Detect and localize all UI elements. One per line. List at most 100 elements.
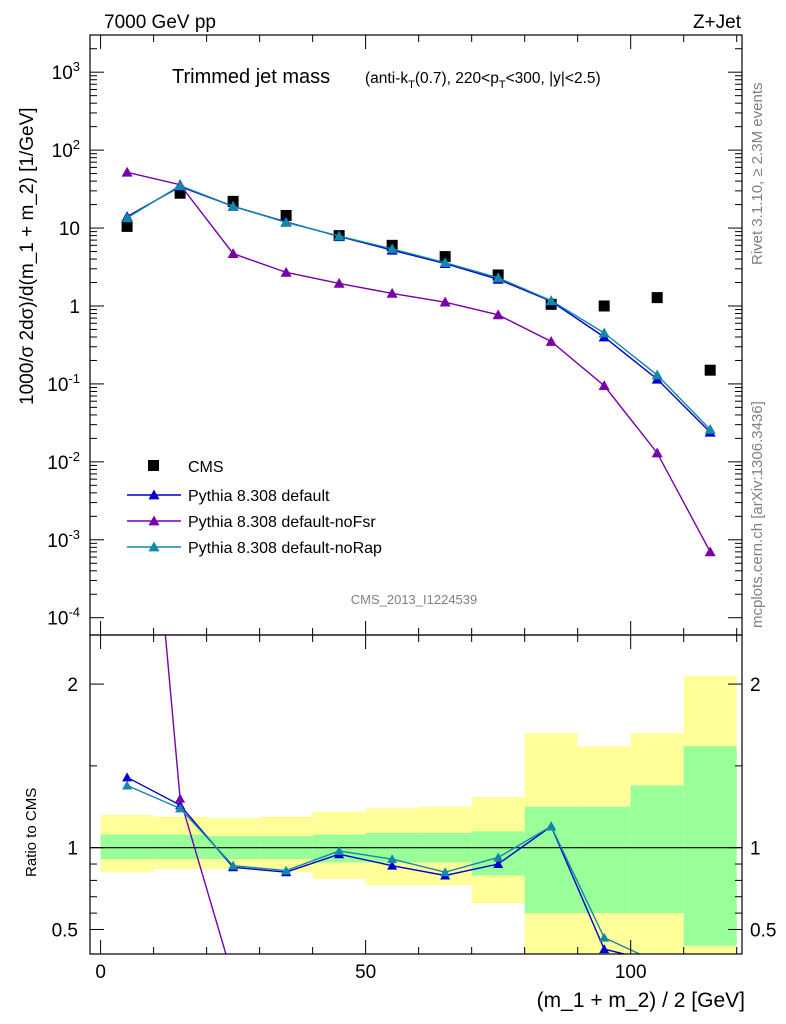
data-point-mc <box>280 266 292 277</box>
main-series <box>121 166 716 557</box>
y-tick-label: 10-2 <box>47 449 80 474</box>
ratio-point <box>281 865 292 875</box>
data-point-mc <box>439 296 451 307</box>
y-axis-label: 1000/σ 2dσ)/d(m_1 + m_2) [1/GeV] <box>17 107 38 405</box>
ratio-point <box>652 974 662 983</box>
ratio-axis-label: Ratio to CMS <box>23 788 40 877</box>
mcplots-label: mcplots.cern.ch [arXiv:1306.3436] <box>749 401 766 628</box>
ratio-band-inner <box>100 834 154 860</box>
ratio-tick-label-left: 2 <box>67 675 78 696</box>
data-point-mc <box>121 212 133 223</box>
data-point-cms <box>651 292 663 304</box>
header-right-label: Z+Jet <box>693 12 742 33</box>
data-point-cms <box>598 300 610 312</box>
ratio-line <box>126 784 642 954</box>
data-point-mc <box>651 369 663 380</box>
legend-marker <box>148 541 160 552</box>
ratio-point <box>228 860 239 870</box>
data-point-mc <box>227 248 239 259</box>
ratio-point <box>493 852 504 862</box>
data-point-mc <box>545 295 557 306</box>
ratio-point <box>546 821 557 831</box>
data-point-mc <box>492 272 504 283</box>
legend-label: Pythia 8.308 default-noFsr <box>188 514 376 531</box>
ratio-point <box>599 932 610 942</box>
x-tick-label: 100 <box>615 962 647 983</box>
x-tick-label: 50 <box>355 962 376 983</box>
data-point-mc <box>121 166 133 177</box>
data-point-mc <box>386 243 398 254</box>
data-point-cms <box>280 209 292 221</box>
ratio-point <box>122 780 133 790</box>
ratio-point <box>387 854 398 864</box>
data-point-mc <box>704 546 716 557</box>
ratio-point <box>122 772 133 782</box>
header-left-label: 7000 GeV pp <box>104 12 216 33</box>
data-point-cms <box>439 251 451 263</box>
ratio-point <box>387 974 397 983</box>
ratio-uncertainty-bands <box>90 675 742 954</box>
y-tick-label: 10-4 <box>47 605 80 630</box>
ratio-point <box>440 867 451 877</box>
y-tick-label: 103 <box>52 59 80 84</box>
data-point-mc <box>174 180 186 191</box>
data-point-mc <box>333 230 345 241</box>
ratio-tick-label-left: 1 <box>67 839 78 860</box>
ratio-point <box>175 803 186 813</box>
data-point-cms <box>121 220 133 232</box>
legend-label: Pythia 8.308 default <box>188 488 330 505</box>
data-point-mc <box>280 216 292 227</box>
data-point-mc <box>386 287 398 298</box>
legend-marker <box>148 489 160 500</box>
legend-marker <box>148 515 160 526</box>
ratio-point <box>493 974 503 983</box>
chart-title-detail: (anti-kT(0.7), 220<pT<300, |y|<2.5) <box>365 70 601 91</box>
ratio-tick-label-right: 1 <box>750 839 761 860</box>
ratio-band-inner <box>577 806 631 914</box>
series-line <box>126 184 711 430</box>
ratio-point <box>599 974 609 983</box>
rivet-version-label: Rivet 3.1.10, ≥ 2.3M events <box>749 83 766 266</box>
ratio-point <box>705 957 715 966</box>
data-point-mc <box>492 309 504 320</box>
ratio-point <box>175 793 186 803</box>
series-line <box>126 171 711 553</box>
ratio-band-inner <box>630 785 684 914</box>
ratio-point <box>546 974 556 983</box>
legend: CMS Pythia 8.308 default Pythia 8.308 defa… <box>127 459 382 557</box>
ratio-point <box>281 974 291 983</box>
legend-label: Pythia 8.308 default-noRap <box>188 540 382 557</box>
data-point-mc <box>598 380 610 391</box>
ratio-line <box>164 635 227 954</box>
ratio-plot-frame <box>89 634 743 955</box>
ratio-point <box>652 957 662 966</box>
ratio-point <box>387 860 398 870</box>
data-point-mc <box>651 447 663 458</box>
data-point-cms <box>174 187 186 199</box>
data-point-mc <box>704 424 716 434</box>
y-tick-label: 10-1 <box>47 371 80 396</box>
ratio-point <box>440 974 450 983</box>
ratio-band-inner <box>153 834 207 860</box>
ratio-point <box>652 957 662 966</box>
data-point-mc <box>545 336 557 346</box>
ratio-point <box>705 957 715 966</box>
y-tick-label: 102 <box>52 137 80 162</box>
ratio-point <box>493 859 504 869</box>
series-line <box>126 185 711 433</box>
data-point-cms <box>704 364 716 376</box>
y-tick-label: 10-3 <box>47 527 80 552</box>
ratio-point <box>334 974 344 983</box>
data-point-mc <box>598 327 610 338</box>
ratio-band-inner <box>683 746 737 946</box>
analysis-id: CMS_2013_I1224539 <box>351 592 478 607</box>
y-tick-label: 1 <box>69 297 80 318</box>
data-point-mc <box>333 277 345 288</box>
axes-ticks: 10-4 10-3 10-2 10-1 1 10 102 103 0.5 0.5 1 1 2 2 0 50 10… <box>47 34 776 983</box>
y-tick-label: 10 <box>59 219 80 240</box>
ratio-point <box>599 944 610 954</box>
legend-marker-cms <box>148 460 159 471</box>
x-tick-label: 0 <box>95 962 106 983</box>
legend-label: CMS <box>188 459 224 476</box>
